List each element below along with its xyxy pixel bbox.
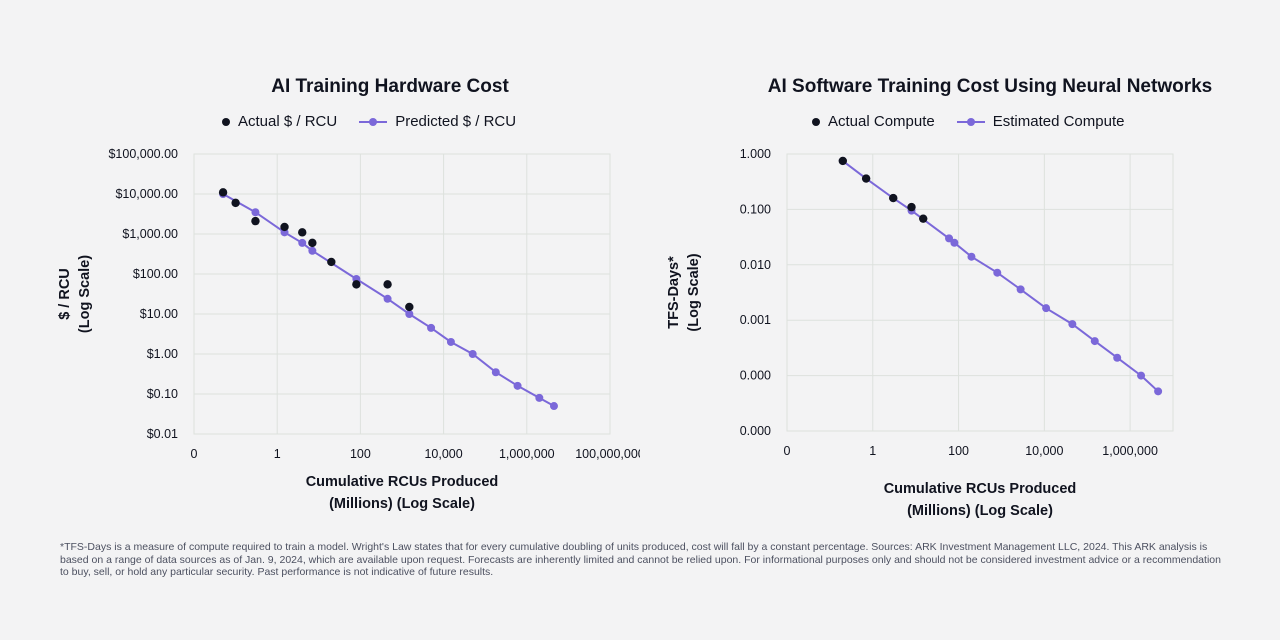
right-actual-point bbox=[861, 174, 871, 183]
right-predicted-point bbox=[993, 268, 1002, 277]
right-chart-legend: Actual Compute Estimated Compute bbox=[812, 113, 1124, 130]
left-y-axis-label-2: (Log Scale) bbox=[77, 255, 93, 333]
left-y-tick-label: $0.01 bbox=[147, 427, 178, 441]
right-x-axis-label: Cumulative RCUs Produced bbox=[884, 481, 1077, 497]
left-actual-point bbox=[251, 216, 260, 226]
right-plot-frame bbox=[786, 153, 1174, 432]
footnote: *TFS-Days is a measure of compute requir… bbox=[60, 541, 1221, 578]
right-x-tick-label: 0 bbox=[784, 444, 791, 458]
left-predicted-point bbox=[491, 368, 500, 377]
legend-actual-compute-marker bbox=[812, 117, 820, 126]
right-y-tick-label: 0.100 bbox=[740, 202, 771, 216]
legend-actual-compute-label: Actual Compute bbox=[828, 113, 935, 130]
left-y-tick-label: $100.00 bbox=[133, 267, 178, 281]
right-y-tick-label: 0.000 bbox=[740, 369, 771, 383]
left-x-tick-label: 1,000,000 bbox=[499, 447, 555, 461]
left-x-tick-label: 10,000 bbox=[424, 447, 462, 461]
right-predicted-point bbox=[967, 252, 976, 261]
left-actual-point bbox=[298, 228, 307, 237]
left-x-tick-label: 0 bbox=[191, 447, 198, 461]
legend-predicted: Predicted $ / RCU bbox=[359, 113, 516, 130]
left-y-tick-label: $10,000.00 bbox=[115, 187, 178, 201]
right-y-tick-label: 0.010 bbox=[740, 258, 771, 272]
legend-estimated-compute-marker bbox=[956, 117, 985, 126]
right-predicted-point bbox=[1016, 285, 1025, 294]
left-actual-point bbox=[280, 222, 289, 232]
left-plot-frame bbox=[193, 153, 611, 435]
right-y-tick-label: 0.001 bbox=[740, 313, 771, 327]
left-y-tick-label: $0.10 bbox=[147, 387, 178, 401]
right-y-axis-label: TFS-Days* bbox=[666, 256, 682, 329]
left-chart-plot: $0.01 $0.10 $1.00 $10.00 $100.00 $1,000.00 $10… bbox=[57, 147, 640, 512]
legend-actual: Actual $ / RCU bbox=[222, 113, 337, 130]
left-x-tick-label: 1 bbox=[274, 447, 281, 461]
left-predicted-point bbox=[405, 310, 414, 318]
left-x-tick-label: 100 bbox=[350, 447, 371, 461]
right-predicted-point bbox=[1137, 371, 1146, 380]
left-predicted-point bbox=[251, 208, 260, 217]
right-x-tick-label: 1,000,000 bbox=[1102, 444, 1158, 458]
right-x-tick-label: 1 bbox=[869, 444, 876, 458]
right-actual-point bbox=[889, 193, 898, 203]
right-predicted-point bbox=[1154, 387, 1163, 396]
right-actual-point bbox=[907, 202, 916, 212]
right-predicted-point bbox=[1113, 353, 1122, 362]
left-predicted-point bbox=[427, 323, 436, 332]
left-actual-point bbox=[308, 238, 317, 248]
right-y-tick-label: 1.000 bbox=[740, 147, 771, 161]
left-predicted-point bbox=[446, 337, 455, 346]
left-predicted-point bbox=[468, 350, 477, 358]
right-y-axis-label-2: (Log Scale) bbox=[686, 253, 702, 331]
left-predicted-point bbox=[535, 393, 544, 402]
left-actual-point bbox=[327, 257, 336, 267]
left-predicted-point bbox=[549, 402, 558, 411]
left-x-axis-label-2: (Millions) (Log Scale) bbox=[329, 496, 475, 512]
left-y-tick-label: $1.00 bbox=[147, 347, 178, 361]
left-chart-title: AI Training Hardware Cost bbox=[271, 76, 509, 97]
left-chart-legend: Actual $ / RCU Predicted $ / RCU bbox=[222, 113, 516, 130]
left-y-tick-label: $10.00 bbox=[140, 307, 178, 321]
left-y-axis-label: $ / RCU bbox=[57, 268, 73, 320]
legend-actual-compute: Actual Compute bbox=[812, 113, 935, 130]
left-predicted-point bbox=[308, 246, 317, 255]
left-x-axis-label: Cumulative RCUs Produced bbox=[306, 474, 499, 490]
left-predicted-point bbox=[383, 294, 392, 303]
left-actual-point bbox=[383, 280, 392, 289]
left-predicted-point bbox=[298, 238, 307, 247]
right-x-axis-label-2: (Millions) (Log Scale) bbox=[907, 503, 1053, 519]
left-actual-point bbox=[218, 188, 228, 197]
right-actual-point bbox=[919, 214, 928, 223]
legend-predicted-label: Predicted $ / RCU bbox=[395, 113, 517, 130]
right-predicted-point bbox=[1090, 337, 1099, 346]
left-y-tick-label: $100,000.00 bbox=[108, 147, 178, 161]
right-chart-title: AI Software Training Cost Using Neural N… bbox=[767, 76, 1213, 97]
left-x-tick-label: 100,000,000 bbox=[575, 447, 640, 461]
right-y-tick-label: 0.000 bbox=[740, 424, 771, 438]
right-chart-plot: 0.000 0.000 0.001 0.010 0.100 1.000 0 1 100 10,00… bbox=[666, 147, 1174, 519]
left-y-tick-label: $1,000.00 bbox=[122, 227, 178, 241]
right-predicted-point bbox=[1042, 304, 1051, 313]
left-actual-point bbox=[352, 280, 361, 289]
right-predicted-point bbox=[950, 238, 959, 247]
left-predicted-point bbox=[513, 381, 522, 390]
right-actual-point bbox=[838, 156, 847, 166]
right-predicted-point bbox=[1068, 320, 1077, 329]
legend-predicted-marker bbox=[359, 117, 388, 126]
left-actual-point bbox=[405, 302, 414, 312]
legend-estimated-compute-label: Estimated Compute bbox=[992, 113, 1125, 130]
legend-actual-label: Actual $ / RCU bbox=[238, 113, 338, 130]
legend-estimated-compute: Estimated Compute bbox=[956, 113, 1125, 130]
legend-actual-marker bbox=[222, 117, 230, 126]
right-predicted-point bbox=[945, 234, 954, 243]
left-actual-point bbox=[231, 198, 240, 208]
right-x-tick-label: 100 bbox=[948, 444, 969, 458]
right-x-tick-label: 10,000 bbox=[1025, 444, 1063, 458]
